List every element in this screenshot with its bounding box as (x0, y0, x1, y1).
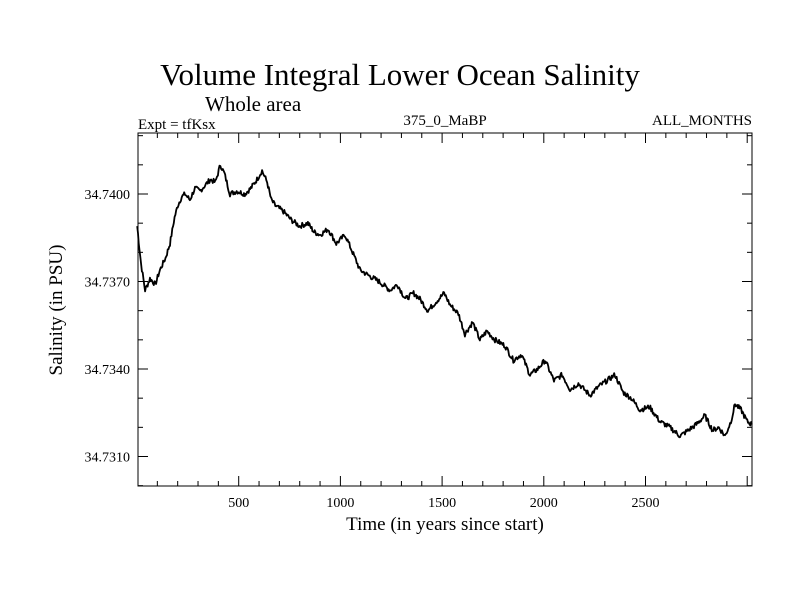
months-label: ALL_MONTHS (652, 113, 752, 129)
y-tick-label: 34.7310 (85, 451, 131, 466)
chart-title: Volume Integral Lower Ocean Salinity (160, 57, 640, 92)
y-tick-label: 34.7400 (85, 188, 131, 203)
axes: 500 1000 1500 2000 2500 34.7310 34.7340 34.7370… (85, 133, 752, 511)
chart-subtitle: Whole area (205, 92, 302, 116)
x-axis-label: Time (in years since start) (346, 514, 544, 535)
x-tick-label: 1500 (428, 496, 456, 511)
x-tick-label: 2000 (530, 496, 558, 511)
x-tick-label: 1000 (326, 496, 354, 511)
y-tick-label: 34.7370 (85, 276, 131, 291)
plot-frame (137, 132, 753, 487)
y-tick-label: 34.7340 (85, 363, 131, 378)
x-tick-label: 2500 (632, 496, 660, 511)
experiment-label: Expt = tfKsx (138, 117, 216, 133)
plot-area (136, 164, 753, 439)
series-line-salinity (136, 164, 753, 439)
x-tick-label: 500 (228, 496, 249, 511)
y-axis-label: Salinity (in PSU) (46, 245, 67, 376)
period-label: 375_0_MaBP (403, 113, 486, 129)
